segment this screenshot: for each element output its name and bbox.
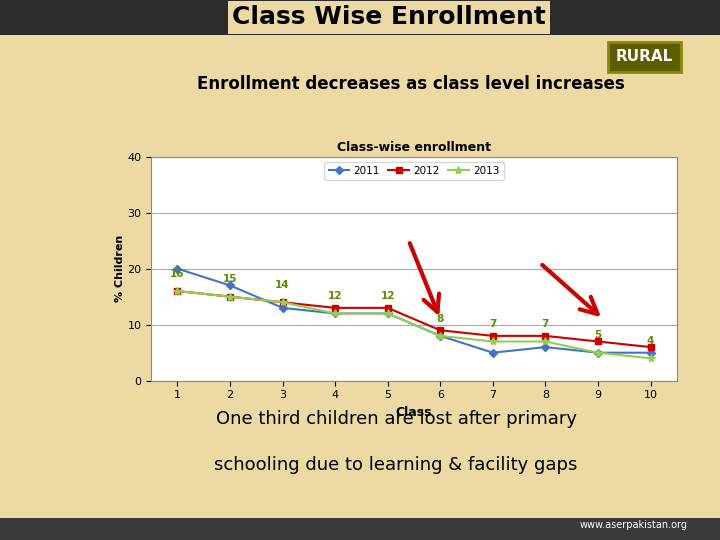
- 2013: [225, 293, 234, 300]
- Line: 2013: 2013: [174, 287, 654, 362]
- Text: 14: 14: [275, 280, 290, 290]
- 2012: [488, 333, 497, 339]
- Title: Class-wise enrollment: Class-wise enrollment: [337, 141, 491, 154]
- 2011: [383, 310, 392, 316]
- 2013: [173, 288, 181, 294]
- Text: Class Wise Enrollment: Class Wise Enrollment: [232, 5, 546, 29]
- Text: 15: 15: [222, 274, 238, 285]
- X-axis label: Class: Class: [396, 406, 432, 419]
- 2011: [646, 349, 654, 356]
- Text: 5: 5: [594, 330, 602, 340]
- Text: 4: 4: [647, 336, 654, 346]
- 2011: [278, 305, 287, 311]
- 2012: [330, 305, 340, 311]
- 2012: [593, 338, 602, 345]
- Text: schooling due to learning & facility gaps: schooling due to learning & facility gap…: [215, 456, 577, 474]
- 2013: [436, 333, 444, 339]
- Text: 7: 7: [541, 319, 549, 329]
- 2013: [278, 299, 287, 306]
- 2011: [225, 282, 234, 289]
- Text: One third children are lost after primary: One third children are lost after primar…: [215, 410, 577, 428]
- 2013: [330, 310, 340, 316]
- 2011: [173, 266, 181, 272]
- 2013: [646, 355, 654, 362]
- 2012: [278, 299, 287, 306]
- Text: 12: 12: [328, 291, 343, 301]
- 2012: [383, 305, 392, 311]
- 2012: [646, 344, 654, 350]
- 2013: [383, 310, 392, 316]
- Legend: 2011, 2012, 2013: 2011, 2012, 2013: [325, 162, 503, 180]
- 2012: [541, 333, 550, 339]
- Text: 8: 8: [436, 314, 444, 323]
- Text: Enrollment decreases as class level increases: Enrollment decreases as class level incr…: [197, 75, 624, 93]
- Text: RURAL: RURAL: [616, 49, 673, 64]
- 2011: [593, 349, 602, 356]
- 2012: [173, 288, 181, 294]
- Bar: [0, 0, 720, 35]
- Text: www.aserpakistan.org: www.aserpakistan.org: [580, 520, 688, 530]
- 2013: [541, 338, 550, 345]
- 2011: [436, 333, 444, 339]
- 2011: [541, 344, 550, 350]
- Y-axis label: % Children: % Children: [114, 235, 125, 302]
- 2011: [330, 310, 340, 316]
- Text: 16: 16: [170, 269, 185, 279]
- Line: 2012: 2012: [175, 288, 653, 350]
- Text: 12: 12: [380, 291, 395, 301]
- 2012: [436, 327, 444, 334]
- Text: 7: 7: [489, 319, 497, 329]
- 2013: [488, 338, 497, 345]
- 2012: [225, 293, 234, 300]
- Bar: [0, 518, 720, 540]
- 2013: [593, 349, 602, 356]
- 2011: [488, 349, 497, 356]
- Line: 2011: 2011: [175, 266, 653, 355]
